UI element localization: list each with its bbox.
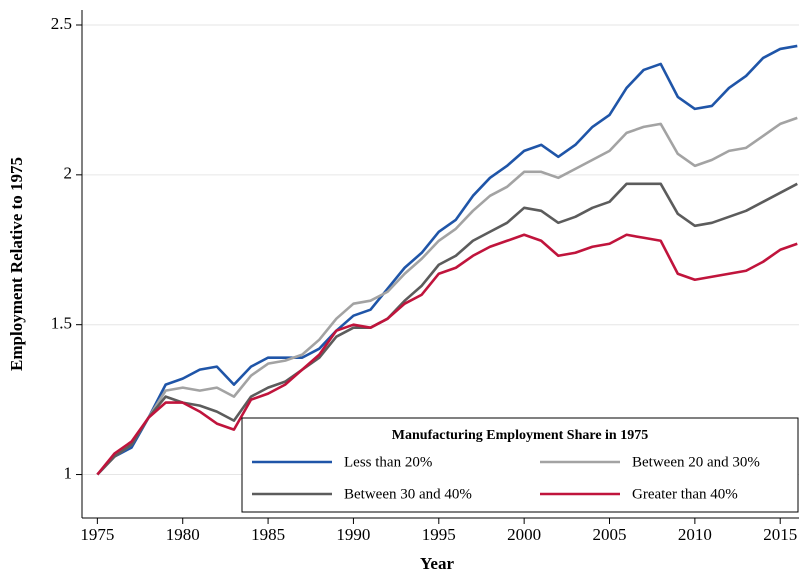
x-tick-label: 1980 [166,525,200,544]
y-tick-label: 1 [64,463,73,482]
x-tick-label: 2005 [593,525,627,544]
series-line [96,44,798,476]
y-tick-label: 2.5 [51,14,72,33]
x-tick-label: 2000 [507,525,541,544]
legend-label: Between 20 and 30% [632,454,760,470]
x-axis-label: Year [420,554,454,573]
legend-box [241,417,799,513]
x-tick-label: 2015 [763,525,797,544]
y-tick-label: 1.5 [51,314,72,333]
series-line [96,233,798,476]
legend-label: Greater than 40% [632,486,738,502]
x-tick-label: 2010 [678,525,712,544]
x-tick-label: 1985 [251,525,285,544]
legend-label: Between 30 and 40% [344,486,472,502]
series-line [96,116,798,476]
series-line [96,182,798,476]
x-tick-label: 1975 [80,525,114,544]
legend-title: Manufacturing Employment Share in 1975 [392,428,648,443]
x-tick-label: 1995 [422,525,456,544]
y-tick-label: 2 [64,164,73,183]
x-tick-label: 1990 [336,525,370,544]
y-axis-label: Employment Relative to 1975 [7,157,26,371]
legend-label: Less than 20% [344,454,432,470]
